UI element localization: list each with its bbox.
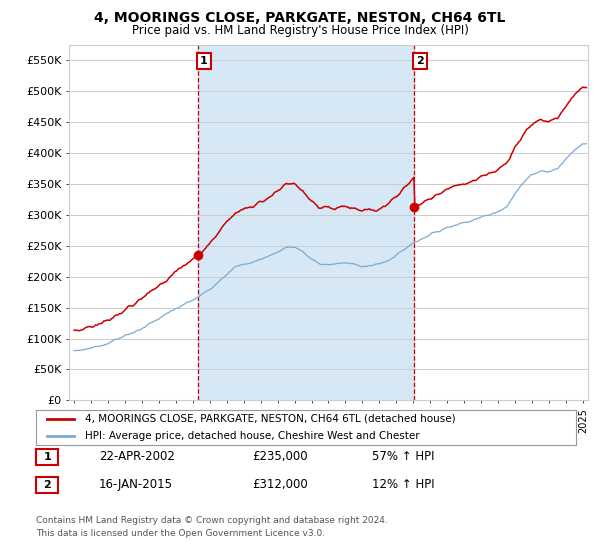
Text: 1: 1	[43, 452, 51, 462]
Text: £235,000: £235,000	[252, 450, 308, 463]
Text: Contains HM Land Registry data © Crown copyright and database right 2024.: Contains HM Land Registry data © Crown c…	[36, 516, 388, 525]
Text: 12% ↑ HPI: 12% ↑ HPI	[372, 478, 434, 491]
Text: 22-APR-2002: 22-APR-2002	[99, 450, 175, 463]
Text: 2: 2	[416, 56, 424, 66]
Text: 2: 2	[43, 480, 51, 490]
Text: HPI: Average price, detached house, Cheshire West and Chester: HPI: Average price, detached house, Ches…	[85, 431, 419, 441]
Text: Price paid vs. HM Land Registry's House Price Index (HPI): Price paid vs. HM Land Registry's House …	[131, 24, 469, 36]
Text: 4, MOORINGS CLOSE, PARKGATE, NESTON, CH64 6TL: 4, MOORINGS CLOSE, PARKGATE, NESTON, CH6…	[94, 11, 506, 25]
Text: 57% ↑ HPI: 57% ↑ HPI	[372, 450, 434, 463]
Text: £312,000: £312,000	[252, 478, 308, 491]
Text: 1: 1	[200, 56, 208, 66]
Bar	[198, 45, 414, 400]
Text: 16-JAN-2015: 16-JAN-2015	[99, 478, 173, 491]
Text: This data is licensed under the Open Government Licence v3.0.: This data is licensed under the Open Gov…	[36, 529, 325, 538]
Text: 4, MOORINGS CLOSE, PARKGATE, NESTON, CH64 6TL (detached house): 4, MOORINGS CLOSE, PARKGATE, NESTON, CH6…	[85, 414, 455, 423]
